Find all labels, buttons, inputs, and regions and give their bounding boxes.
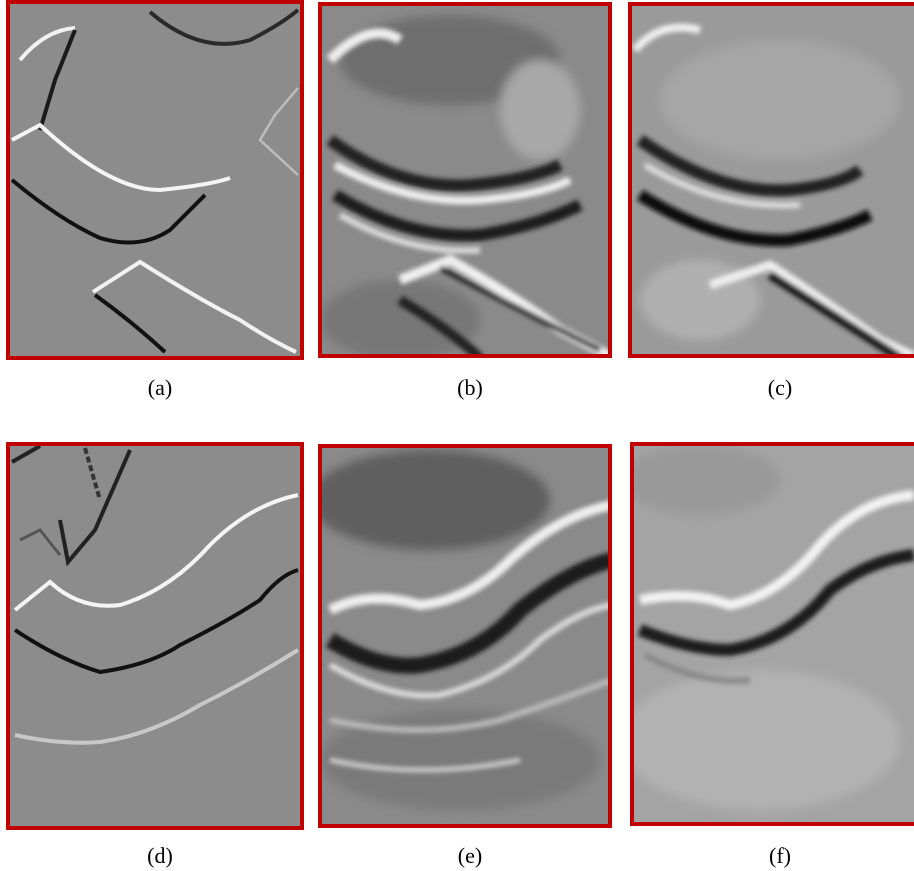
panel-label: (c)	[768, 375, 792, 400]
panel-label: (f)	[769, 843, 791, 868]
panel-label: (b)	[457, 375, 483, 400]
panel-label: (a)	[148, 375, 172, 400]
panel-d	[8, 444, 302, 828]
panel-label: (e)	[458, 843, 482, 868]
panel-background	[8, 2, 302, 358]
panel-a	[8, 2, 302, 358]
panel-background	[8, 444, 302, 828]
panel-f	[620, 442, 914, 826]
panel-c	[628, 2, 914, 358]
panel-e	[310, 444, 612, 828]
panel-label: (d)	[147, 843, 173, 868]
figure: (a) (b) (c) (d) (e) (f)	[0, 0, 914, 871]
panel-b	[318, 2, 612, 360]
